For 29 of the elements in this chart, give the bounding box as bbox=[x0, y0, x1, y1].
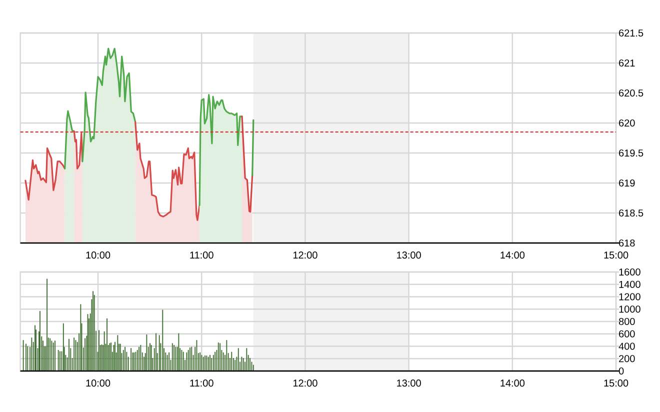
x-tick-label: 13:00 bbox=[397, 252, 421, 259]
y-tick-label: 621 bbox=[619, 59, 635, 67]
x-tick-label: 13:00 bbox=[397, 380, 421, 387]
y-tick-label: 619 bbox=[619, 179, 635, 187]
y-tick-label: 1600 bbox=[619, 268, 640, 276]
y-tick-label: 620 bbox=[619, 119, 635, 127]
y-tick-label: 1400 bbox=[619, 280, 640, 288]
x-tick-label: 15:00 bbox=[604, 252, 628, 259]
x-tick-label: 15:00 bbox=[604, 380, 628, 387]
y-tick-label: 618.5 bbox=[619, 209, 644, 217]
y-tick-label: 600 bbox=[619, 330, 635, 338]
x-tick-label: 10:00 bbox=[86, 380, 110, 387]
y-tick-label: 620.5 bbox=[619, 89, 644, 97]
x-tick-label: 11:00 bbox=[190, 252, 214, 259]
x-tick-label: 12:00 bbox=[293, 380, 318, 387]
y-tick-label: 200 bbox=[619, 355, 635, 362]
y-tick-label: 619.5 bbox=[619, 149, 644, 157]
x-tick-label: 14:00 bbox=[500, 380, 525, 387]
y-tick-label: 1000 bbox=[619, 306, 640, 313]
x-tick-label: 11:00 bbox=[190, 380, 214, 387]
x-tick-label: 12:00 bbox=[293, 252, 318, 259]
x-tick-label: 14:00 bbox=[500, 252, 525, 259]
y-tick-label: 400 bbox=[618, 342, 635, 350]
y-tick-label: 0 bbox=[618, 367, 624, 375]
x-tick-label: 10:00 bbox=[86, 252, 110, 259]
y-tick-label: 618 bbox=[619, 239, 635, 247]
y-tick-label: 1200 bbox=[619, 293, 640, 300]
y-tick-label: 621.5 bbox=[619, 29, 644, 37]
y-tick-label: 800 bbox=[618, 318, 635, 326]
